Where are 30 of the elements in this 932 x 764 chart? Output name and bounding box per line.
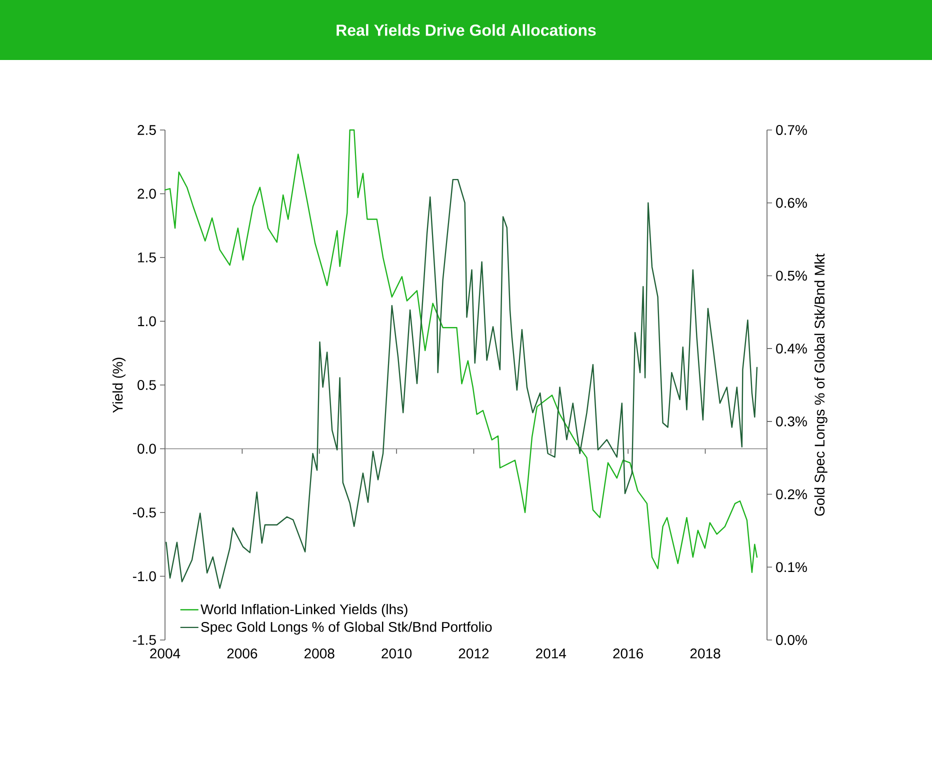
chart-title: Real Yields Drive Gold Allocations [336,24,596,36]
y-tick-label: 1.5 [138,252,156,262]
y2-tick-label: 0.6% [776,198,807,208]
legend-label: World Inflation-Linked Yields (lhs) [200,604,408,618]
y-tick-label: -1.5 [132,635,156,645]
x-tick-label: 2006 [227,648,258,658]
y-tick-label: 0.0 [138,444,156,454]
y2-tick-label: 0.5% [776,270,807,281]
x-tick-label: 2016 [613,648,644,658]
x-tick-label: 2018 [690,648,720,658]
legend-label: Spec Gold Longs % of Global Stk/Bnd Portfolio [201,622,492,635]
y2-tick-label: 0.1% [776,562,807,572]
y-tick-label: 0.5 [138,380,156,390]
y-tick-label: -0.5 [132,508,156,518]
y-tick-label: 1.0 [138,316,156,326]
y2-tick-label: 0.7% [776,125,807,135]
x-tick-label: 2004 [150,648,180,658]
x-tick-label: 2010 [382,648,412,658]
x-tick-label: 2008 [304,648,334,658]
y2-axis-title: Gold Spec Longs % of Global Stk/Bnd Mkt [814,254,828,516]
x-tick-label: 2012 [458,648,489,658]
y2-tick-label: 0.4% [776,344,807,354]
y-tick-label: -1.0 [132,571,156,582]
x-tick-label: 2014 [536,648,566,658]
y-axis-title: Yield (%) [112,358,126,413]
y2-tick-label: 0.3% [776,416,807,426]
y2-tick-label: 0.0% [776,635,807,645]
y2-tick-label: 0.2% [776,489,807,500]
y-tick-label: 2.5 [138,125,156,135]
y-tick-label: 2.0 [138,188,156,199]
